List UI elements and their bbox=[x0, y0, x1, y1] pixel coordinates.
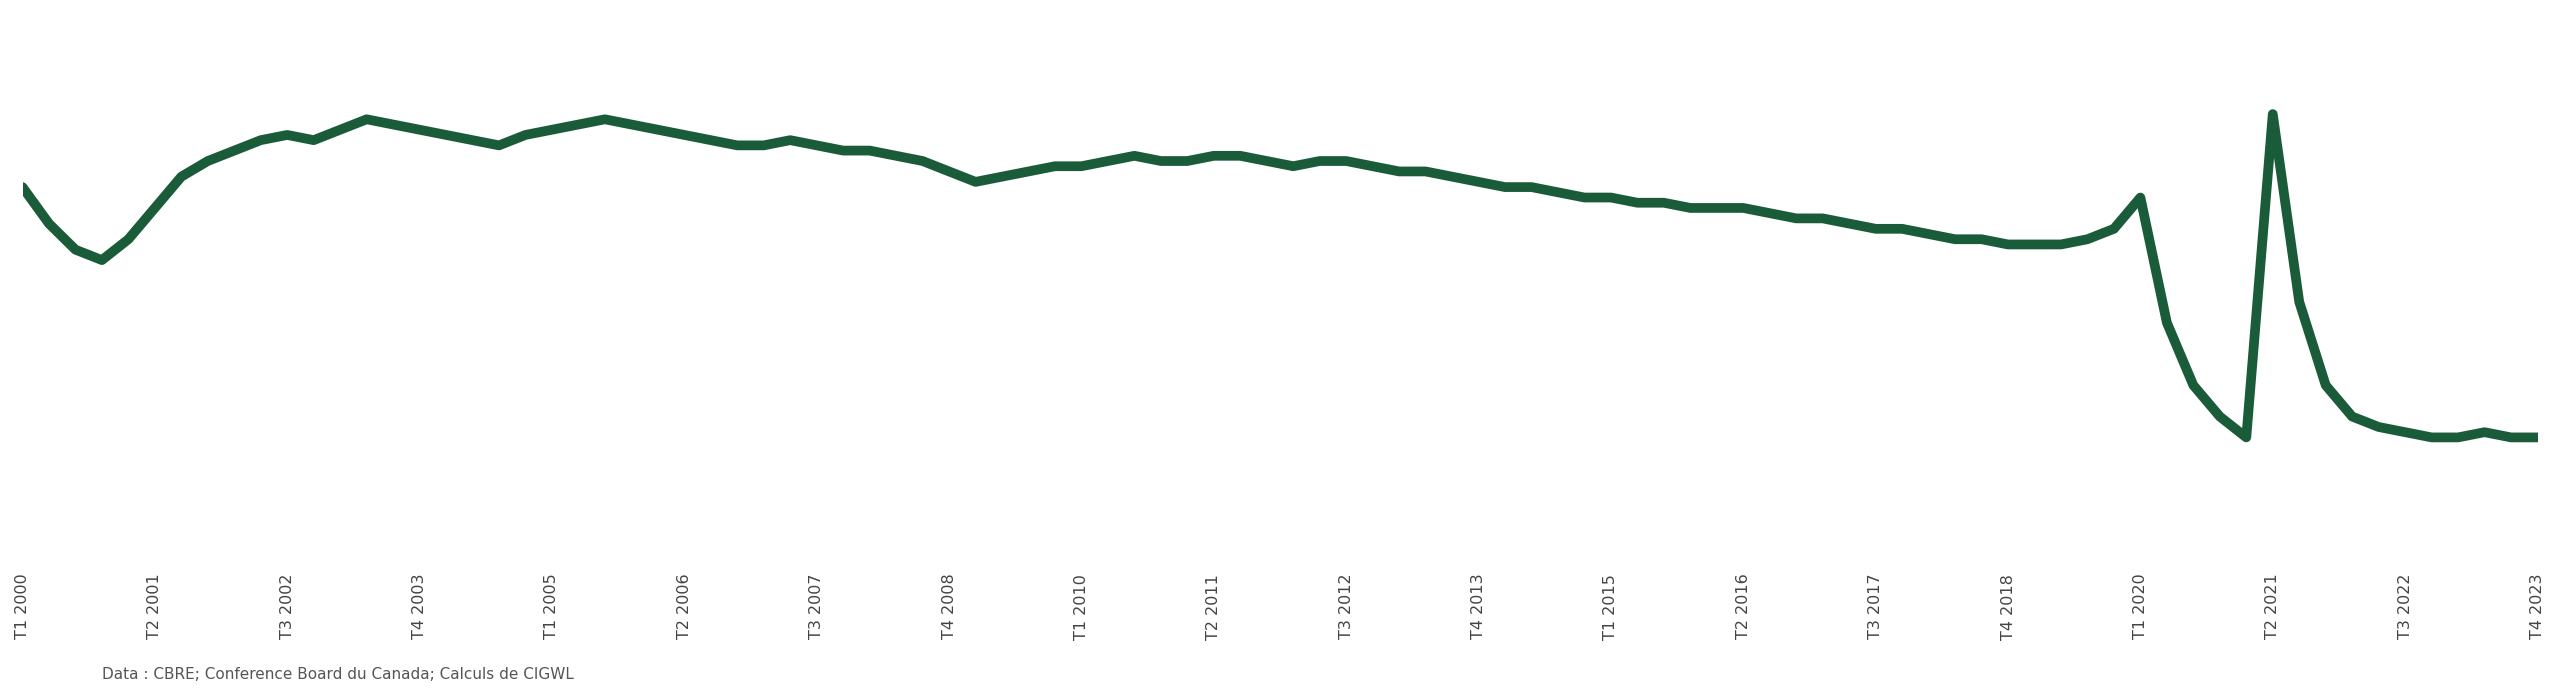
Text: Data : CBRE; Conference Board du Canada; Calculs de CIGWL: Data : CBRE; Conference Board du Canada;… bbox=[102, 667, 573, 682]
